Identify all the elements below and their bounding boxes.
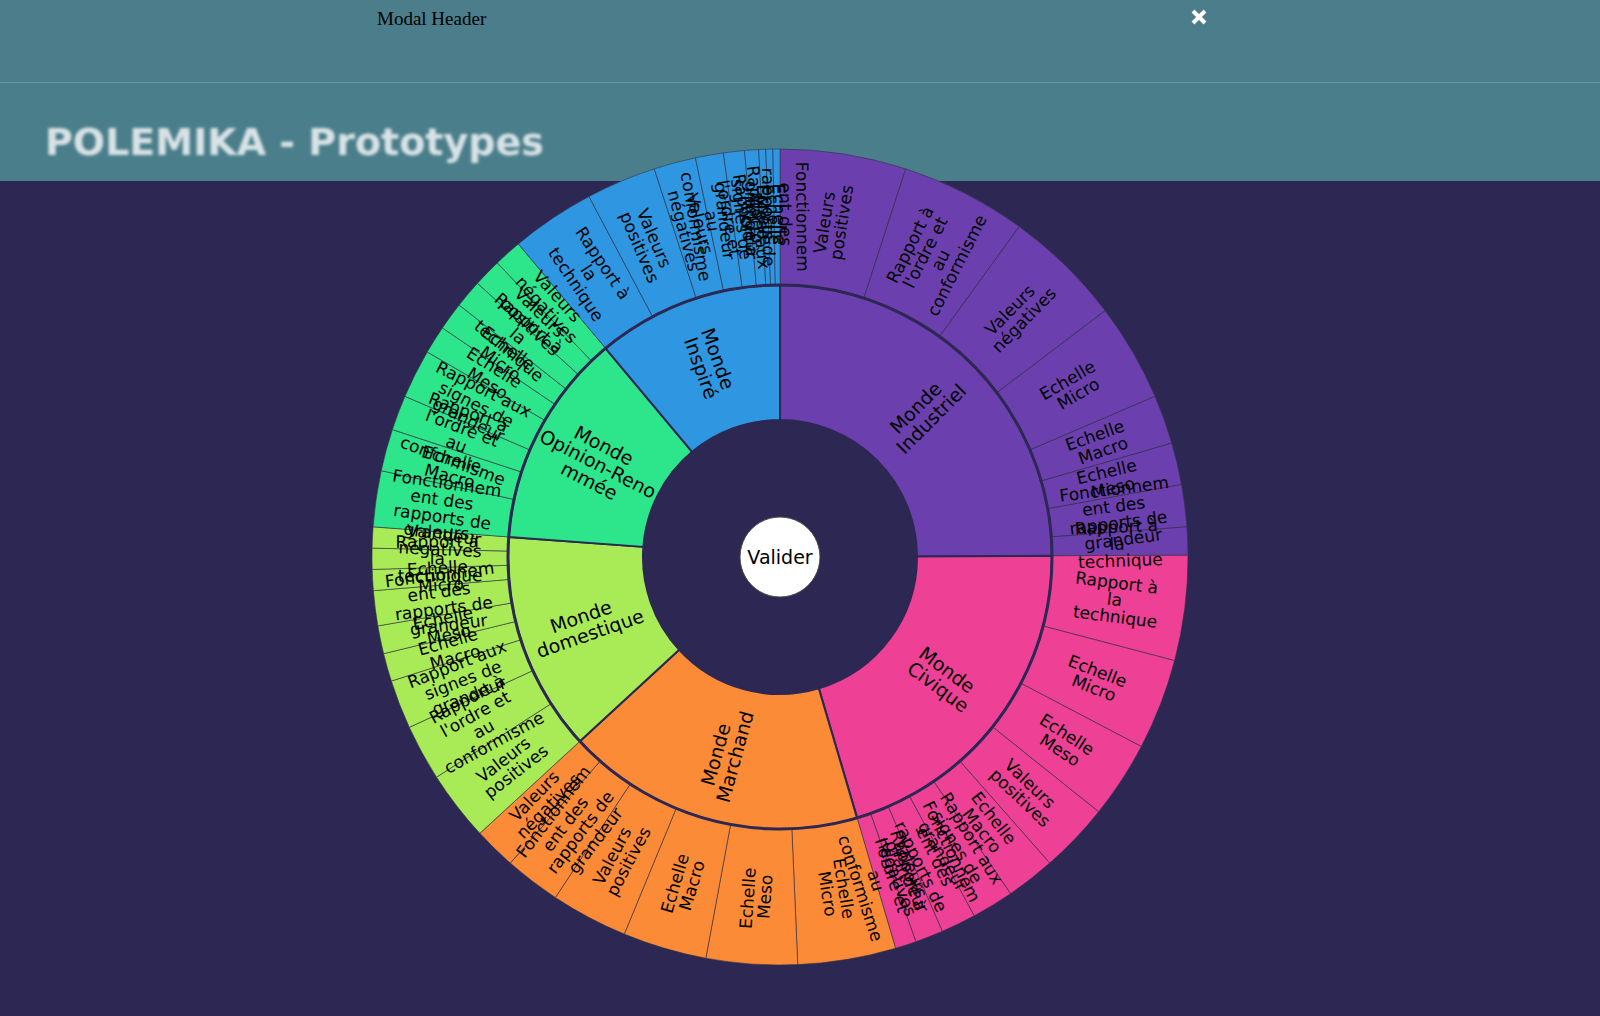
svg-text:rapports de: rapports de (393, 592, 494, 625)
svg-text:rapports de: rapports de (542, 787, 619, 878)
svg-text:Micro: Micro (814, 870, 841, 918)
svg-text:l'ordre et: l'ordre et (870, 835, 915, 920)
svg-text:grandeur: grandeur (710, 181, 739, 261)
svg-text:technique: technique (1072, 601, 1159, 632)
svg-text:ent des: ent des (775, 182, 796, 252)
svg-text:technique: technique (470, 315, 548, 386)
svg-text:Macro: Macro (675, 858, 709, 913)
svg-text:conformisme: conformisme (397, 431, 509, 490)
svg-text:positives: positives (601, 823, 655, 900)
svg-text:Rapport à: Rapport à (728, 172, 764, 264)
svg-text:négatives: négatives (397, 537, 482, 562)
svg-text:Rapport à: Rapport à (882, 198, 941, 287)
svg-text:Echelle: Echelle (1062, 413, 1132, 456)
svg-text:grandeur: grandeur (561, 803, 627, 881)
svg-text:Fonctionnem: Fonctionnem (918, 797, 985, 906)
svg-text:Valeurs: Valeurs (980, 276, 1043, 340)
svg-text:Rapport à: Rapport à (885, 827, 933, 918)
svg-text:la: la (1109, 533, 1131, 555)
svg-text:Micro: Micro (1053, 373, 1103, 413)
svg-text:grandeur: grandeur (741, 175, 762, 259)
svg-text:Meso: Meso (753, 874, 776, 920)
svg-text:Inspiré: Inspiré (680, 334, 722, 402)
svg-text:Macro: Macro (422, 459, 478, 493)
svg-text:positives: positives (480, 740, 552, 803)
svg-text:Macro: Macro (427, 640, 483, 674)
svg-text:Meso: Meso (463, 362, 512, 404)
svg-text:rapports de: rapports de (392, 499, 493, 534)
svg-text:domestique: domestique (533, 604, 646, 662)
svg-text:Marchand: Marchand (712, 709, 758, 805)
svg-text:positives: positives (616, 209, 664, 286)
svg-text:au: au (469, 712, 503, 743)
svg-text:négatives: négatives (511, 271, 582, 348)
svg-text:technique: technique (544, 244, 608, 326)
svg-text:Macro: Macro (1075, 432, 1131, 469)
svg-text:au: au (926, 241, 957, 275)
svg-text:Echelle: Echelle (1035, 709, 1103, 763)
svg-text:l'ordre et: l'ordre et (898, 208, 954, 292)
svg-text:Valider: Valider (747, 546, 812, 568)
svg-text:négatives: négatives (988, 283, 1061, 357)
svg-text:conformisme: conformisme (441, 707, 548, 778)
svg-text:grandeur: grandeur (429, 672, 509, 719)
svg-text:Civique: Civique (903, 657, 973, 717)
svg-text:Opinion-Reno: Opinion-Reno (536, 424, 660, 503)
svg-text:ent des: ent des (1080, 491, 1152, 520)
svg-text:technique: technique (398, 565, 483, 585)
svg-text:positives: positives (496, 292, 565, 360)
svg-text:Rapport aux: Rapport aux (936, 788, 1008, 888)
svg-text:rapports de: rapports de (758, 167, 779, 267)
svg-text:Valeurs: Valeurs (1000, 754, 1064, 817)
svg-text:au: au (863, 867, 891, 899)
svg-text:Echelle: Echelle (656, 845, 695, 916)
svg-text:positives: positives (826, 183, 858, 261)
svg-text:Rapport à: Rapport à (571, 222, 638, 308)
svg-text:au: au (443, 430, 475, 459)
svg-text:Monde: Monde (885, 372, 950, 438)
svg-text:positives: positives (986, 764, 1055, 831)
svg-text:Fonctionnem: Fonctionnem (1058, 472, 1170, 506)
svg-text:Echelle: Echelle (735, 861, 761, 930)
svg-text:Monde: Monde (570, 421, 643, 473)
svg-text:Rapport à: Rapport à (1074, 515, 1164, 539)
svg-text:Echelle: Echelle (1035, 353, 1104, 405)
svg-text:Monde: Monde (696, 325, 742, 399)
svg-text:Echelle: Echelle (1065, 650, 1135, 694)
svg-text:Industriel: Industriel (892, 379, 970, 458)
svg-text:Monde: Monde (696, 715, 737, 789)
svg-text:Echelle: Echelle (829, 856, 860, 926)
svg-text:conformisme: conformisme (834, 832, 888, 944)
svg-text:Valeurs: Valeurs (505, 762, 567, 826)
svg-text:Fonctionnem: Fonctionnem (792, 161, 813, 272)
svg-text:rapports de: rapports de (1068, 506, 1169, 539)
svg-text:Echelle: Echelle (967, 787, 1024, 853)
svg-text:grandeur: grandeur (403, 610, 488, 640)
svg-text:grandeur: grandeur (397, 518, 482, 550)
svg-text:technique: technique (1077, 549, 1164, 573)
svg-text:conformisme: conformisme (923, 212, 991, 320)
svg-text:Valeurs: Valeurs (809, 184, 840, 255)
html-text:POLEMIKA - Prototypes: POLEMIKA - Prototypes (45, 120, 544, 164)
svg-text:Echelle: Echelle (1074, 453, 1144, 489)
svg-text:la: la (1105, 588, 1129, 611)
svg-text:Rapport à: Rapport à (1074, 567, 1165, 599)
svg-text:Monde: Monde (547, 593, 621, 638)
svg-text:ent des: ent des (912, 823, 961, 895)
svg-text:conformisme: conformisme (677, 170, 716, 283)
html-text:Modal Header: Modal Header (377, 8, 487, 29)
svg-text:Meso: Meso (1036, 730, 1084, 771)
svg-text:grandeur: grandeur (429, 393, 508, 446)
svg-text:la: la (576, 260, 605, 289)
svg-text:négatives: négatives (512, 769, 585, 843)
svg-text:Micro: Micro (1069, 670, 1119, 705)
svg-text:Monde: Monde (915, 641, 985, 702)
svg-text:Fonctionnem: Fonctionnem (383, 557, 496, 592)
svg-text:Micro: Micro (476, 341, 525, 385)
svg-text:mmée: mmée (557, 457, 621, 504)
